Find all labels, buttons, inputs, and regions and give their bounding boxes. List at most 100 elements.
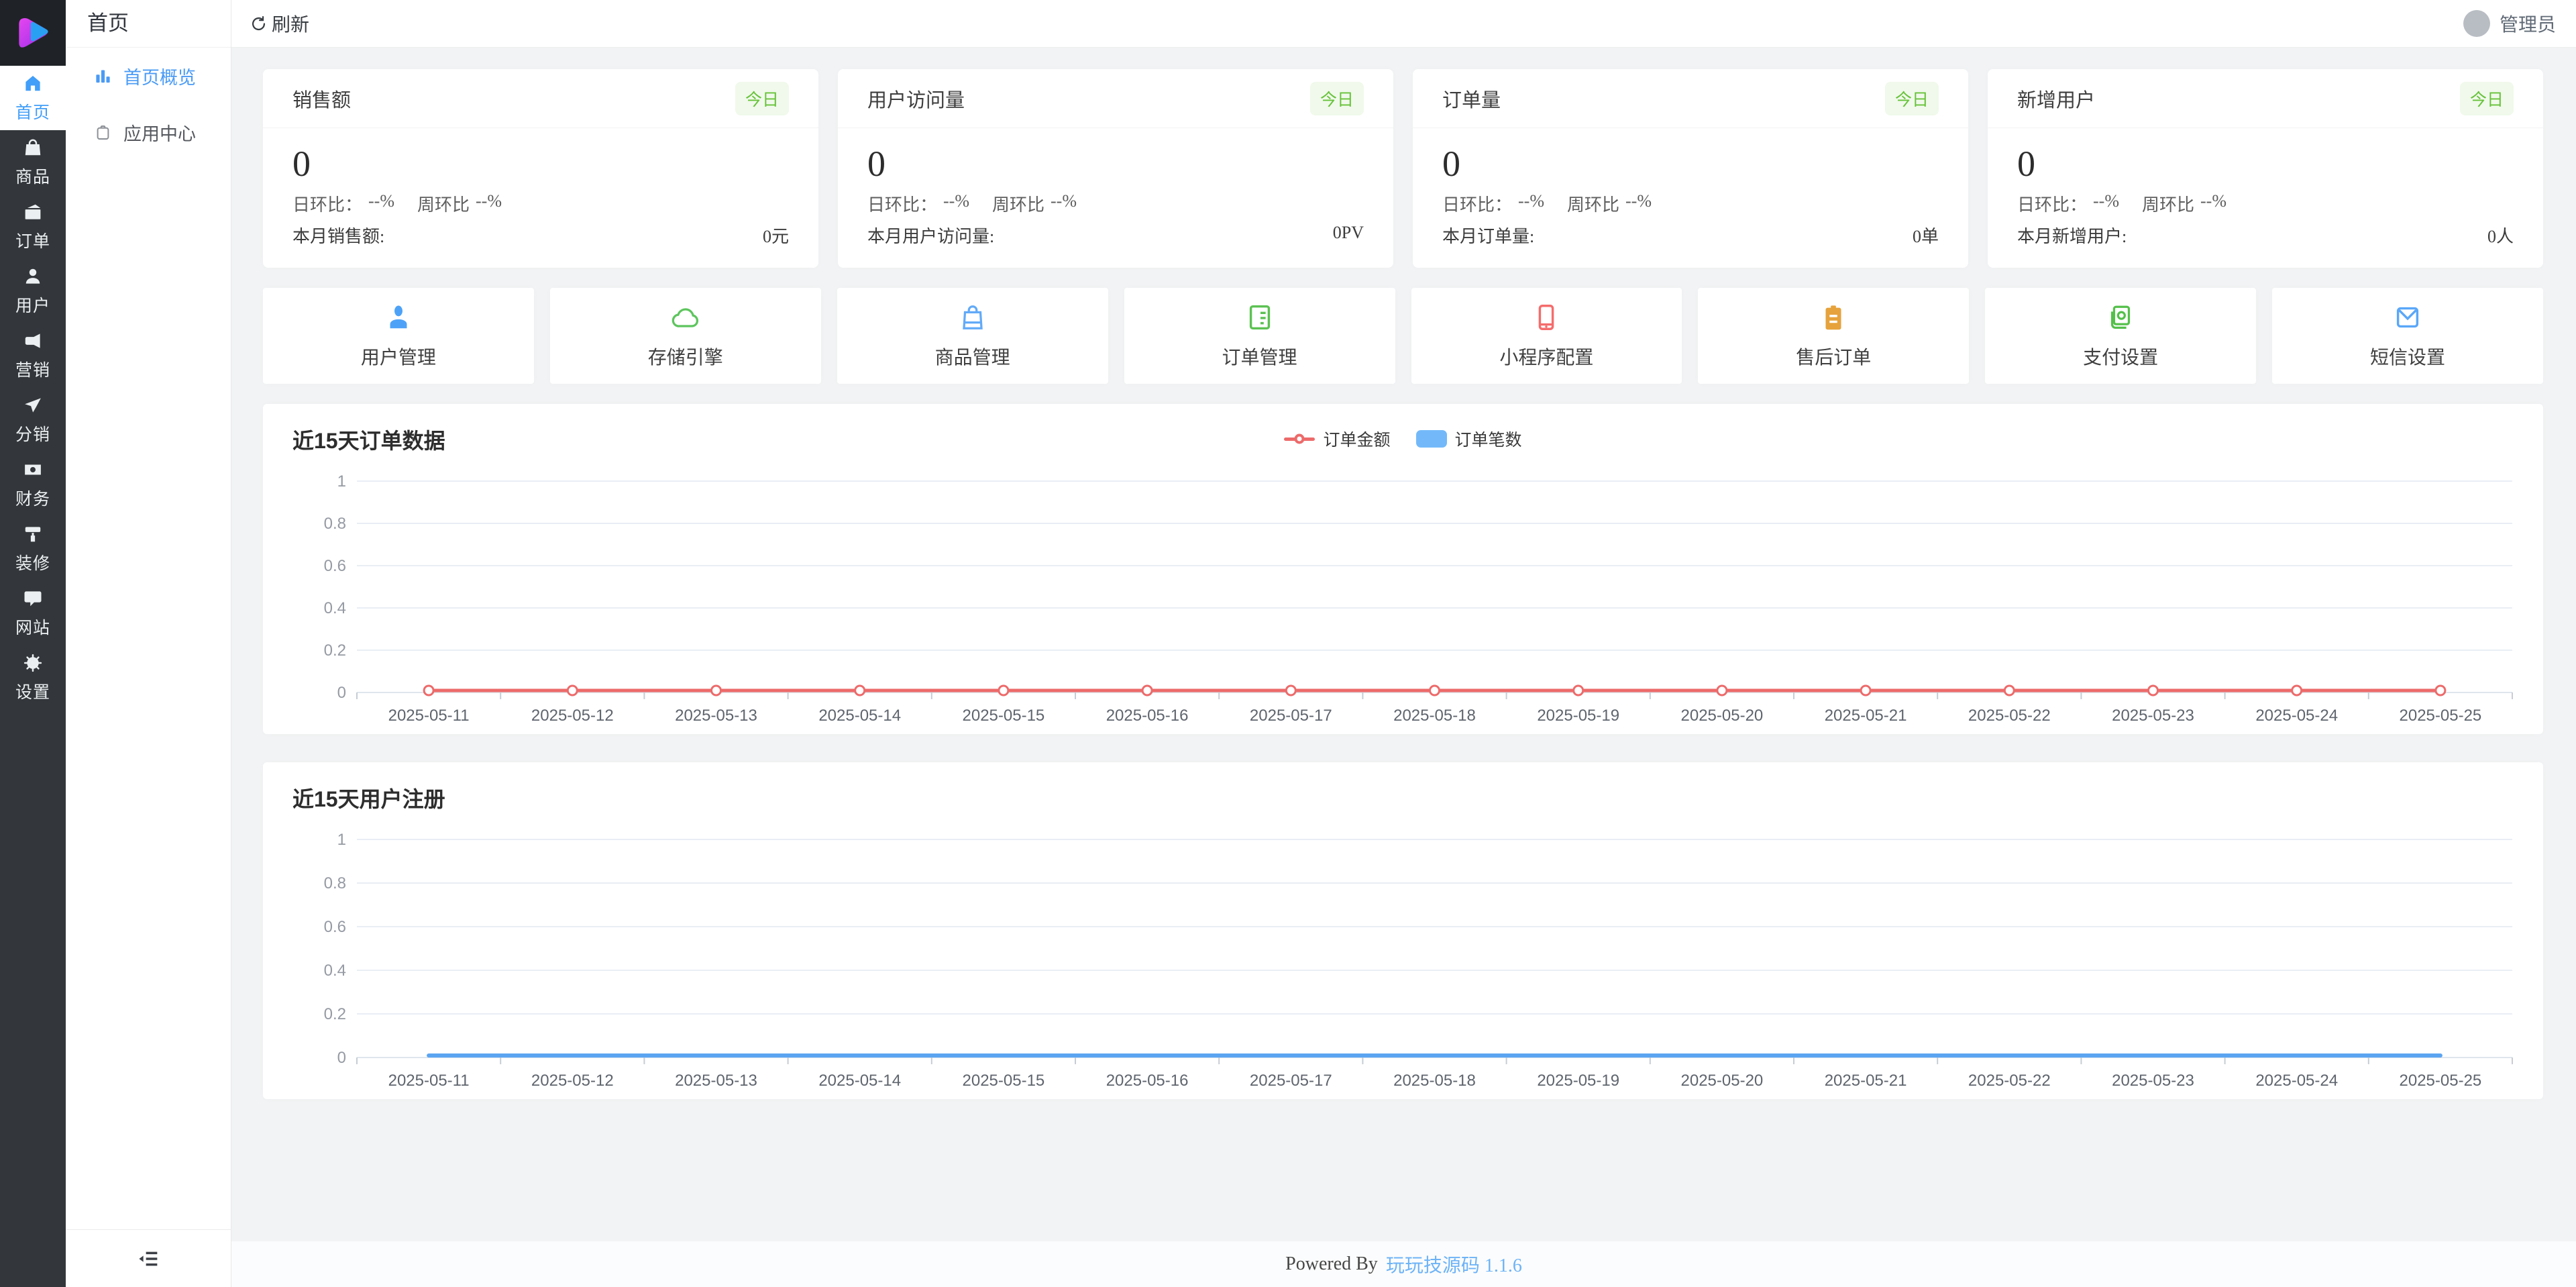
y-tick-label: 0.8: [324, 515, 346, 533]
chart-legend: 订单金额 订单笔数: [263, 427, 2543, 451]
settings-icon: [23, 654, 42, 672]
stat-card-header: 订单量 今日: [1413, 69, 1968, 128]
orders-icon: [25, 204, 41, 219]
series-marker: [1860, 684, 1872, 697]
submenu-item-overview[interactable]: 首页概览: [66, 48, 231, 104]
shortcut-aftersale-orders[interactable]: 售后订单: [1698, 288, 1970, 384]
stat-value: 0: [1442, 144, 1460, 184]
finance-icon: [25, 464, 41, 474]
legend-item-order-count[interactable]: 订单笔数: [1415, 427, 1522, 451]
shortcut-order-manage[interactable]: 订单管理: [1124, 288, 1395, 384]
payment-icon: [2111, 305, 2131, 329]
shortcut-goods-manage[interactable]: 商品管理: [837, 288, 1108, 384]
shortcut-payment-settings[interactable]: 支付设置: [1985, 288, 2257, 384]
sidebar-item-marketing[interactable]: 营销: [0, 323, 66, 388]
stat-card-new-users: 新增用户 今日 0 日环比： --% 周环比 --% 本月新增用户: 0人: [1988, 69, 2543, 268]
app-logo[interactable]: [0, 0, 66, 66]
website-icon: [24, 590, 42, 606]
shortcut-label: 短信设置: [2370, 348, 2446, 368]
sidebar-item-label: 网站: [15, 619, 50, 637]
avatar: [2463, 10, 2490, 37]
x-tick-label: 2025-05-22: [1968, 1072, 2051, 1090]
shortcut-miniprogram-config[interactable]: 小程序配置: [1411, 288, 1682, 384]
stat-footer-value: 0单: [1912, 227, 1939, 246]
sidebar-item-users[interactable]: 用户: [0, 259, 66, 323]
legend-label: 订单笔数: [1454, 431, 1522, 450]
collapse-menu-icon: [139, 1251, 158, 1266]
today-badge: 今日: [1884, 81, 1939, 115]
chart-header: 近15天订单数据 订单金额 订单笔数: [263, 404, 2543, 458]
sidebar-item-distribution[interactable]: 分销: [0, 388, 66, 452]
submenu-item-label: 应用中心: [123, 123, 196, 144]
chart-canvas: 0 0.2 0.4 0.6 0.8 1 2025-05-11 2025-05-12 2025-0…: [324, 472, 2513, 725]
registrations-chart-card: 近15天用户注册 0 0.2 0.4 0.6 0.8 1 2025-05-11 2025-05…: [263, 762, 2543, 1099]
y-tick-label: 0.4: [324, 962, 346, 980]
stat-value: 0: [2017, 144, 2035, 184]
sidebar-item-home[interactable]: 首页: [0, 66, 66, 130]
stat-card-footer: 本月销售额: 0元: [263, 223, 818, 268]
shortcut-user-manage[interactable]: 用户管理: [263, 288, 534, 384]
stat-card-sales: 销售额 今日 0 日环比： --% 周环比 --% 本月销售额: 0元: [263, 69, 818, 268]
account-menu[interactable]: 管理员: [2463, 10, 2556, 37]
shortcut-label: 订单管理: [1222, 348, 1297, 368]
week-ratio: 周环比 --%: [992, 191, 1077, 215]
submenu-title: 首页: [66, 0, 231, 48]
powered-by-link[interactable]: 玩玩技源码 1.1.6: [1385, 1255, 1522, 1276]
sidebar-item-label: 财务: [15, 490, 50, 509]
stat-footer-value: 0元: [762, 227, 789, 246]
series-marker: [423, 684, 435, 697]
x-tick-label: 2025-05-18: [1393, 1072, 1476, 1090]
submenu-spacer: [66, 160, 231, 1229]
stat-ratios: 日环比： --% 周环比 --%: [292, 191, 789, 216]
stat-title: 用户访问量: [867, 89, 965, 111]
stat-value: 0: [292, 144, 311, 184]
week-ratio: 周环比 --%: [2142, 191, 2226, 215]
x-tick-label: 2025-05-21: [1825, 1072, 1907, 1090]
day-ratio: 日环比： --%: [867, 191, 969, 215]
home-icon: [25, 75, 40, 91]
y-tick-label: 0.2: [324, 641, 346, 660]
sidebar-item-finance[interactable]: 财务: [0, 452, 66, 517]
user-manage-icon: [390, 305, 407, 329]
submenu-item-label: 首页概览: [123, 67, 196, 88]
sidebar-item-goods[interactable]: 商品: [0, 130, 66, 195]
stat-card-body: 0 日环比： --% 周环比 --%: [263, 128, 818, 216]
sidebar-item-website[interactable]: 网站: [0, 581, 66, 646]
sidebar-item-settings[interactable]: 设置: [0, 646, 66, 710]
y-tick-label: 0.4: [324, 599, 346, 617]
stat-footer-label: 本月订单量:: [1442, 227, 1535, 246]
shortcut-sms-settings[interactable]: 短信设置: [2272, 288, 2543, 384]
logo-icon: [19, 18, 48, 48]
shortcut-label: 用户管理: [360, 348, 436, 368]
decorate-icon: [25, 526, 41, 542]
users-icon: [25, 268, 40, 284]
sidebar-item-orders[interactable]: 订单: [0, 195, 66, 259]
secondary-sidebar: 首页 首页概览 应用中心: [66, 0, 231, 1287]
sidebar-item-label: 首页: [15, 103, 50, 122]
x-tick-label: 2025-05-21: [1825, 707, 1907, 725]
y-tick-label: 0.6: [324, 557, 346, 575]
today-badge: 今日: [1309, 81, 1364, 115]
refresh-button[interactable]: 刷新: [250, 10, 309, 37]
legend-item-order-amount[interactable]: 订单金额: [1284, 427, 1391, 451]
stat-title: 新增用户: [2017, 89, 2096, 111]
chart-title: 近15天用户注册: [292, 787, 445, 811]
shortcut-storage-engine[interactable]: 存储引擎: [549, 288, 821, 384]
series-marker: [2147, 684, 2159, 697]
x-tick-label: 2025-05-23: [2112, 707, 2194, 725]
refresh-icon: [252, 15, 266, 30]
stat-ratios: 日环比： --% 周环比 --%: [1442, 191, 1939, 216]
sidebar-item-label: 订单: [15, 232, 50, 251]
shortcut-row: 用户管理 存储引擎 商品管理 订单管理 小程序配置 售后订单: [263, 288, 2543, 384]
stat-card-body: 0 日环比： --% 周环比 --%: [1413, 128, 1968, 216]
content-column: 刷新 管理员 销售额 今日 0 日环比： --% 周环比 --%: [231, 0, 2576, 1287]
submenu-item-app-center[interactable]: 应用中心: [66, 104, 231, 160]
marketing-icon: [25, 333, 40, 348]
collapse-sidebar-button[interactable]: [66, 1229, 231, 1287]
top-bar: 刷新 管理员: [231, 0, 2576, 48]
sidebar-item-decorate[interactable]: 装修: [0, 517, 66, 581]
stat-card-footer: 本月新增用户: 0人: [1988, 223, 2543, 268]
sidebar-item-label: 营销: [15, 361, 50, 380]
series-marker: [1285, 684, 1297, 697]
stat-ratios: 日环比： --% 周环比 --%: [2017, 191, 2514, 216]
